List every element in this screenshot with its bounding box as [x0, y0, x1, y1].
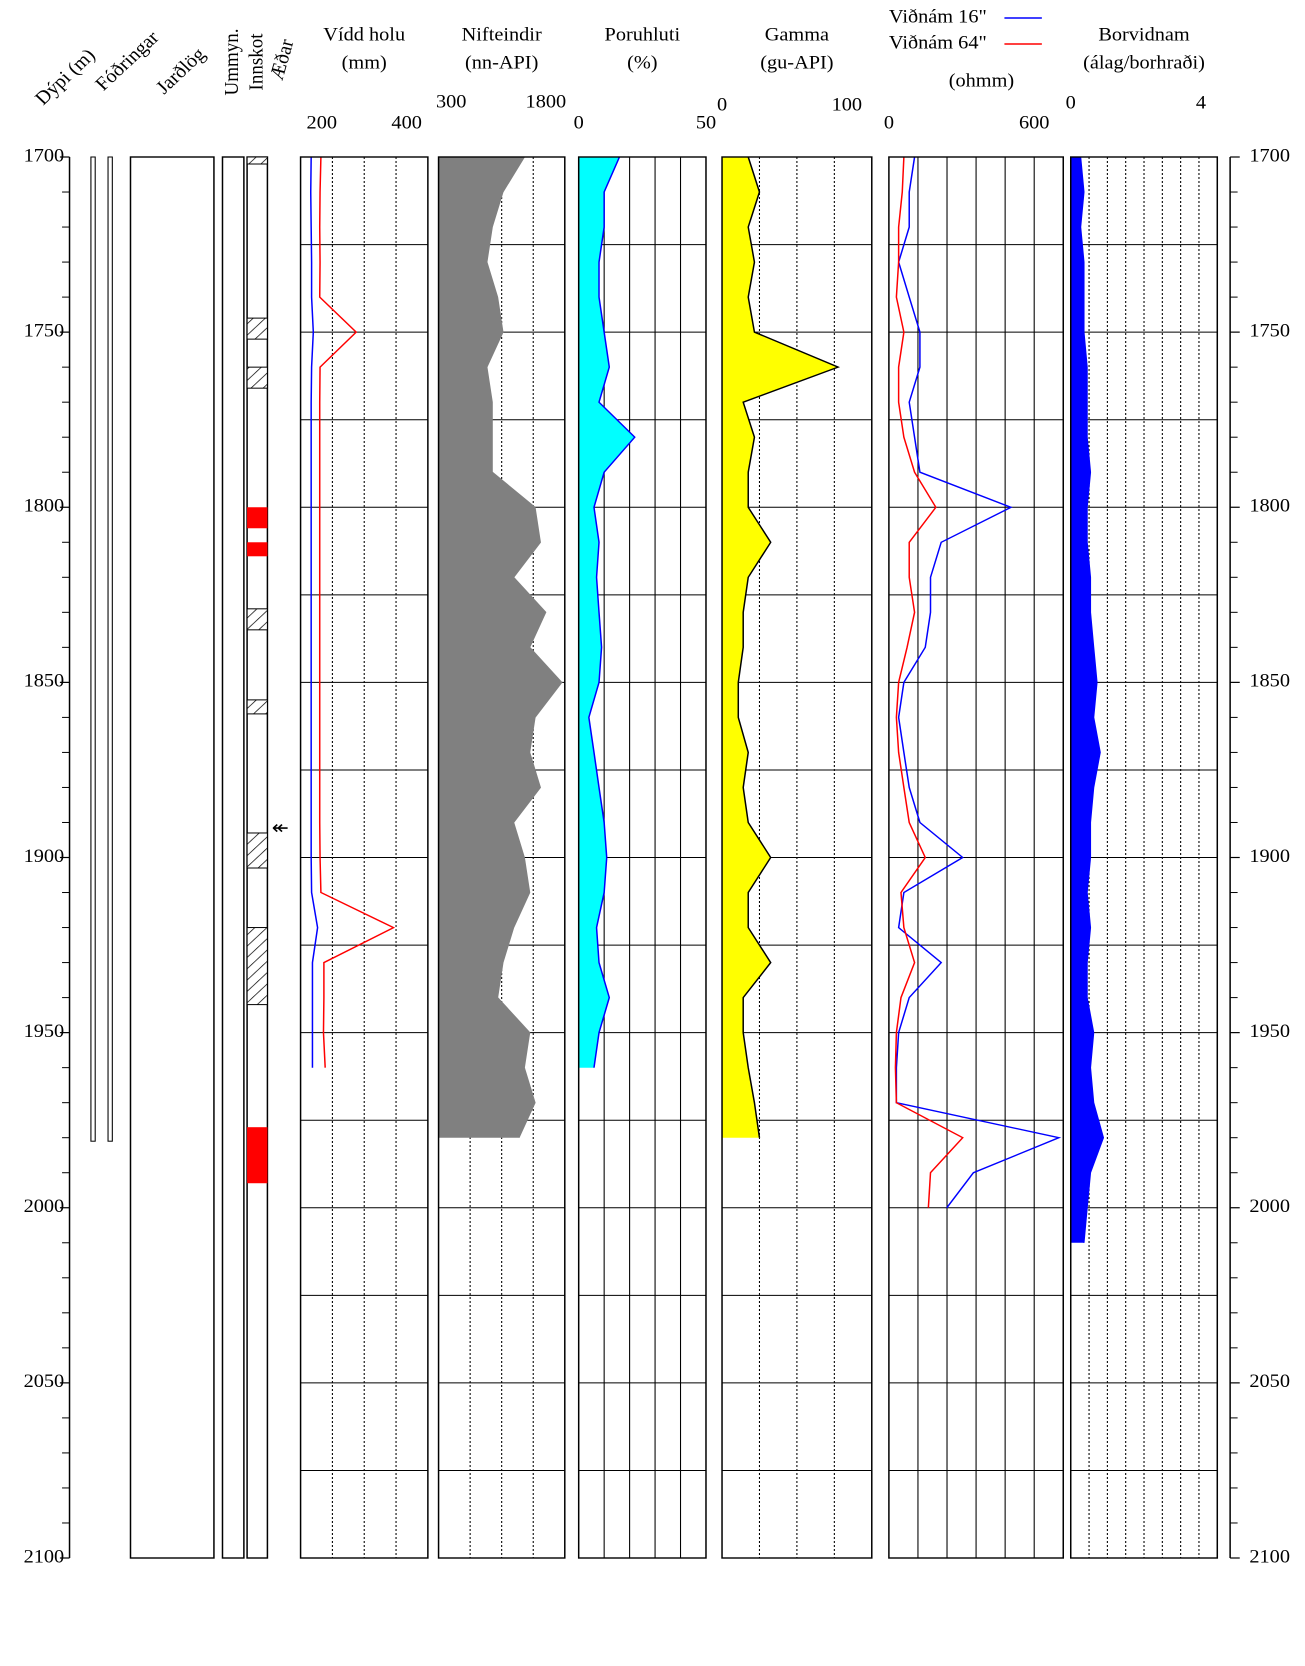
track-title: Poruhluti: [605, 24, 681, 45]
depth-tick-label: 2050: [24, 1371, 65, 1392]
depth-tick-label: 2100: [1249, 1546, 1290, 1567]
depth-tick-label: 1750: [1249, 320, 1290, 341]
x-tick-label: 200: [307, 112, 338, 133]
depth-tick-label: 1700: [1249, 145, 1290, 166]
intrusion-hatched: [246, 699, 268, 715]
intrusion-hatched: [246, 832, 268, 869]
column-title: Jarðlög: [152, 44, 210, 99]
casing: [90, 156, 96, 1142]
track-title: Vídd holu: [323, 24, 405, 45]
track-unit: (ohmm): [949, 70, 1014, 91]
depth-tick-label: 1950: [1249, 1021, 1290, 1042]
log-curve: [894, 156, 964, 1208]
legend-label: Viðnám 64": [889, 32, 987, 53]
depth-axis-title: Dýpi (m): [31, 45, 100, 110]
intrusion-hatched: [246, 927, 268, 1006]
x-tick-label: 50: [696, 112, 716, 133]
intrusion-hatched: [246, 156, 268, 165]
depth-tick-label: 1850: [24, 670, 65, 691]
track-unit: (álag/borhraði): [1083, 52, 1205, 73]
depth-tick-label: 2050: [1249, 1371, 1290, 1392]
x-tick-label: 300: [436, 91, 467, 112]
strata-column: [129, 156, 215, 1559]
intrusion-hatched: [246, 608, 268, 631]
depth-tick-label: 2100: [24, 1546, 65, 1567]
depth-tick-label: 1900: [24, 845, 65, 866]
x-tick-label: 0: [717, 94, 727, 115]
track-frame: [888, 156, 1065, 1559]
log-area: [1070, 157, 1104, 1243]
column-title: Æðar: [265, 37, 298, 83]
x-tick-label: 400: [391, 112, 422, 133]
depth-tick-label: 1900: [1249, 845, 1290, 866]
legend-label: Viðnám 16": [889, 6, 987, 27]
x-tick-label: 600: [1019, 112, 1050, 133]
casing: [107, 156, 113, 1142]
depth-tick-label: 2000: [1249, 1196, 1290, 1217]
log-curve: [318, 156, 396, 1068]
log-area: [438, 157, 562, 1138]
track-unit: (nn-API): [465, 52, 538, 73]
column-title: Innskot: [245, 33, 268, 90]
track-frame: [1069, 156, 1219, 1559]
depth-tick-label: 1950: [24, 1021, 65, 1042]
depth-tick-label: 1750: [24, 320, 65, 341]
log-curve: [737, 156, 841, 1138]
log-curve: [895, 156, 1062, 1209]
log-curve: [485, 156, 563, 1138]
track-unit: (%): [627, 52, 657, 73]
log-curve: [1079, 156, 1105, 1243]
intrusion-red: [247, 1127, 268, 1184]
x-tick-label: 1800: [526, 91, 567, 112]
alteration-column: [221, 156, 245, 1559]
x-tick-label: 0: [1066, 92, 1076, 113]
intrusion-red: [247, 507, 268, 529]
intrusion-hatched: [246, 317, 268, 340]
log-area: [578, 157, 635, 1068]
log-area: [722, 157, 839, 1138]
track-frame: [299, 156, 429, 1559]
track-title: Nifteindir: [462, 24, 543, 45]
depth-tick-label: 1700: [24, 145, 65, 166]
track-title: Gamma: [765, 24, 830, 45]
track-unit: (mm): [342, 52, 387, 73]
track-unit: (gu-API): [760, 52, 833, 73]
column-title: Ummyn.: [220, 29, 243, 96]
intrusion-red: [247, 542, 268, 557]
x-tick-label: 0: [884, 112, 894, 133]
track-title: Borvidnam: [1098, 24, 1189, 45]
x-tick-label: 0: [574, 112, 584, 133]
intrusion-hatched: [246, 366, 268, 389]
depth-tick-label: 1850: [1249, 670, 1290, 691]
x-tick-label: 4: [1196, 92, 1206, 113]
depth-tick-label: 1800: [1249, 495, 1290, 516]
feedzone-marker: ↞: [272, 817, 289, 838]
x-tick-label: 100: [832, 94, 863, 115]
track-frame: [721, 156, 873, 1559]
depth-tick-label: 1800: [24, 495, 65, 516]
log-curve: [309, 156, 319, 1068]
depth-tick-label: 2000: [24, 1196, 65, 1217]
log-curve: [588, 156, 636, 1068]
track-frame: [577, 156, 707, 1559]
track-frame: [437, 156, 566, 1559]
